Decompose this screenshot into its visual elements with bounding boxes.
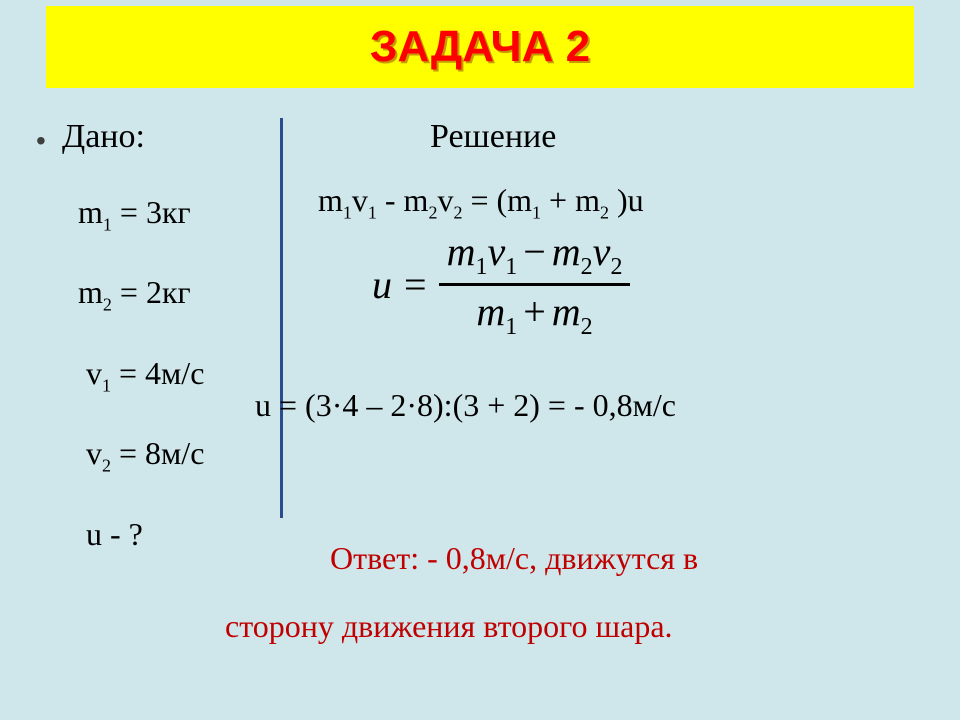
given-label: Дано: bbox=[62, 118, 145, 156]
fraction-bar bbox=[439, 283, 631, 286]
answer-line-2: сторону движения второго шара. bbox=[225, 608, 673, 645]
given-unknown: u - ? bbox=[78, 500, 204, 568]
title-bar: ЗАДАЧА 2 bbox=[46, 6, 914, 88]
given-v2: v2 = 8м/с bbox=[78, 419, 204, 499]
velocity-formula: u = m1v1−m2v2 m1+m2 bbox=[372, 228, 630, 341]
slide-content: • Дано: Решение m1 = 3кг m2 = 2кг v1 = 4… bbox=[0, 100, 960, 720]
given-column: m1 = 3кг m2 = 2кг v1 = 4м/с v2 = 8м/с u … bbox=[78, 178, 204, 568]
bullet-icon: • bbox=[36, 125, 46, 157]
conservation-equation: m1v1 - m2v2 = (m1 + m2 )u bbox=[318, 182, 644, 223]
fraction-denominator: m1+m2 bbox=[468, 288, 600, 341]
solution-label: Решение bbox=[430, 118, 556, 156]
vertical-divider bbox=[280, 118, 283, 518]
formula-lhs: u bbox=[372, 261, 392, 308]
fraction-numerator: m1v1−m2v2 bbox=[439, 228, 631, 281]
equals-sign: = bbox=[404, 261, 427, 308]
given-m2: m2 = 2кг bbox=[78, 258, 204, 338]
answer-line-1: Ответ: - 0,8м/с, движутся в bbox=[330, 540, 698, 577]
calculation-line: u = (3·4 – 2·8):(3 + 2) = - 0,8м/с bbox=[255, 387, 676, 424]
given-v1: v1 = 4м/с bbox=[78, 339, 204, 419]
slide-title: ЗАДАЧА 2 bbox=[370, 22, 590, 72]
formula-fraction: m1v1−m2v2 m1+m2 bbox=[439, 228, 631, 341]
given-m1: m1 = 3кг bbox=[78, 178, 204, 258]
